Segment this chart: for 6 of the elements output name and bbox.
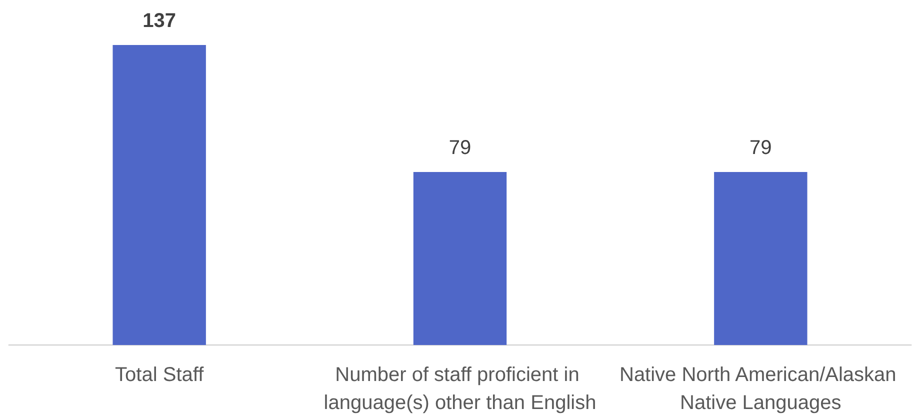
data-label: 137 [142, 10, 176, 32]
x-tick-label: Total Staff [115, 364, 204, 386]
data-label: 79 [750, 137, 772, 160]
x-tick-label: Number of staff proficient in language(s) other than English [324, 364, 596, 414]
x-tick-label: Native North American/Alaskan Native Languages [619, 364, 902, 414]
data-label: 79 [448, 137, 472, 160]
